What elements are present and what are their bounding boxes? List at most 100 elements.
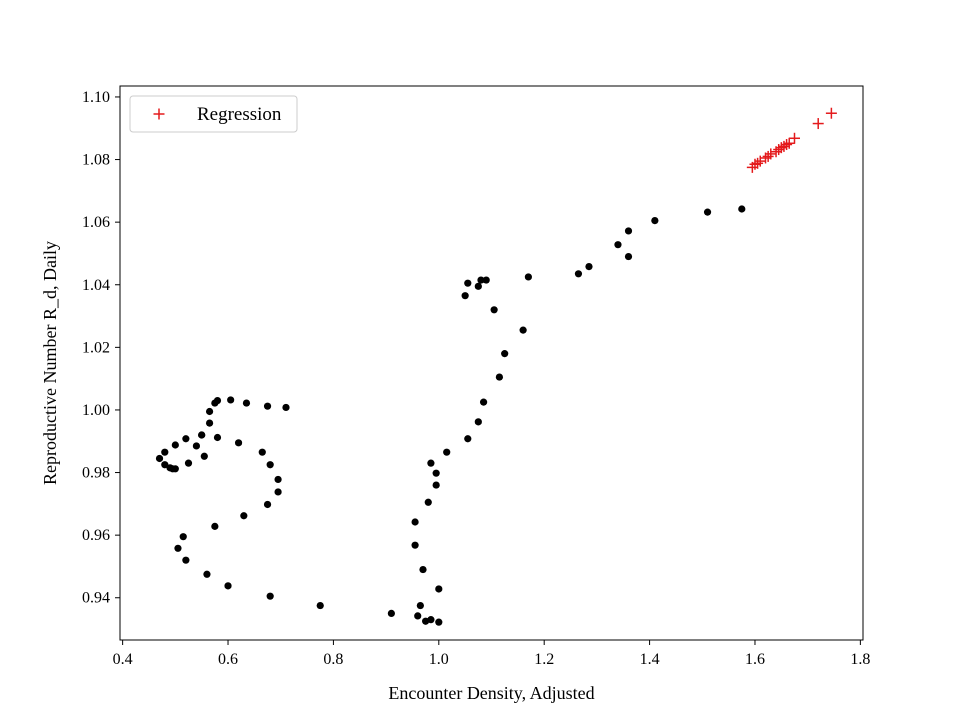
data-point [435,618,443,626]
y-tick-label: 0.96 [82,527,110,544]
x-tick-label: 0.8 [323,651,343,668]
observed-series [155,205,746,626]
data-point [703,208,712,216]
data-point [274,475,282,484]
data-point [192,442,201,450]
plot-frame [119,85,864,641]
legend-marker-plus [153,108,165,120]
regression-point [812,118,824,130]
data-point [464,435,472,443]
regression-point [762,150,774,162]
y-tick-label: 1.10 [82,89,110,106]
data-point [501,350,509,358]
data-point [282,403,290,412]
y-tick-label: 1.08 [82,152,110,169]
data-point [427,616,435,624]
data-point [411,518,419,526]
data-point [161,461,169,469]
legend-label-regression: Regression [197,104,282,125]
data-point [240,512,248,520]
y-axis-label: Reproductive Number R_d, Daily [40,241,60,485]
data-point [205,407,214,416]
x-tick-label: 0.6 [218,651,238,668]
data-point [474,418,482,426]
data-point [524,273,532,281]
data-point [205,419,214,427]
data-point [200,452,208,460]
data-point [614,241,622,249]
regression-point [765,148,777,160]
data-point [263,500,272,509]
regression-point [781,139,793,151]
data-point [171,441,179,449]
data-point [316,601,324,610]
y-tick-label: 1.00 [82,402,110,419]
data-point [266,592,274,600]
data-point [474,282,482,290]
regression-point [783,137,795,149]
data-point [414,612,422,620]
y-tick-label: 0.94 [82,590,110,607]
y-axis: 0.94 0.96 0.98 1.00 1.02 1.04 1.06 1.08 1.10 [82,89,120,607]
data-point [490,306,498,314]
data-point [624,252,633,261]
data-point [435,585,443,593]
data-point [432,481,440,489]
data-point [585,262,593,271]
data-point [242,399,251,407]
data-point [263,402,272,410]
data-point [198,431,206,439]
data-point [213,396,222,405]
y-tick-label: 1.06 [82,214,110,231]
data-point [427,459,435,467]
data-point [419,565,427,574]
data-point [182,556,190,564]
y-tick-label: 1.02 [82,339,110,356]
data-point [738,205,746,213]
plot-area [119,85,864,641]
legend-box [129,95,298,133]
x-axis-label: Encounter Density, Adjusted [388,683,594,703]
legend-plus-marker [153,108,165,120]
data-point [171,465,179,473]
data-point [266,461,274,469]
data-point [495,373,504,381]
data-point [182,435,190,443]
data-point [651,216,659,225]
data-point [203,570,211,578]
data-point [574,270,583,278]
data-point [477,276,485,284]
data-point [184,459,193,467]
data-point [624,227,633,235]
data-point [432,469,440,477]
regression-series [746,107,837,173]
data-point [387,609,395,617]
data-point [274,488,282,496]
x-tick-label: 1.2 [534,651,554,668]
data-point [424,498,432,506]
regression-point [825,107,837,119]
x-tick-label: 0.4 [113,651,133,668]
data-point [161,448,169,456]
y-tick-label: 0.98 [82,465,110,482]
legend: Regression [129,95,298,133]
data-point [179,533,187,541]
x-tick-label: 1.6 [745,651,765,668]
regression-point [752,157,764,169]
data-point [258,448,266,456]
data-point [464,279,472,287]
data-point [482,276,490,284]
data-point [519,326,527,334]
data-point [479,398,488,406]
data-point [461,292,469,300]
data-point [234,439,243,447]
data-point [411,541,419,549]
data-point [174,544,182,552]
y-tick-label: 1.04 [82,277,110,294]
x-tick-label: 1.4 [640,651,660,668]
x-tick-label: 1.0 [429,651,449,668]
x-tick-label: 1.8 [850,651,870,668]
data-point [227,396,235,404]
x-axis: 0.4 0.6 0.8 1.0 1.2 1.4 1.6 1.8 [113,640,870,668]
data-point [211,522,219,530]
